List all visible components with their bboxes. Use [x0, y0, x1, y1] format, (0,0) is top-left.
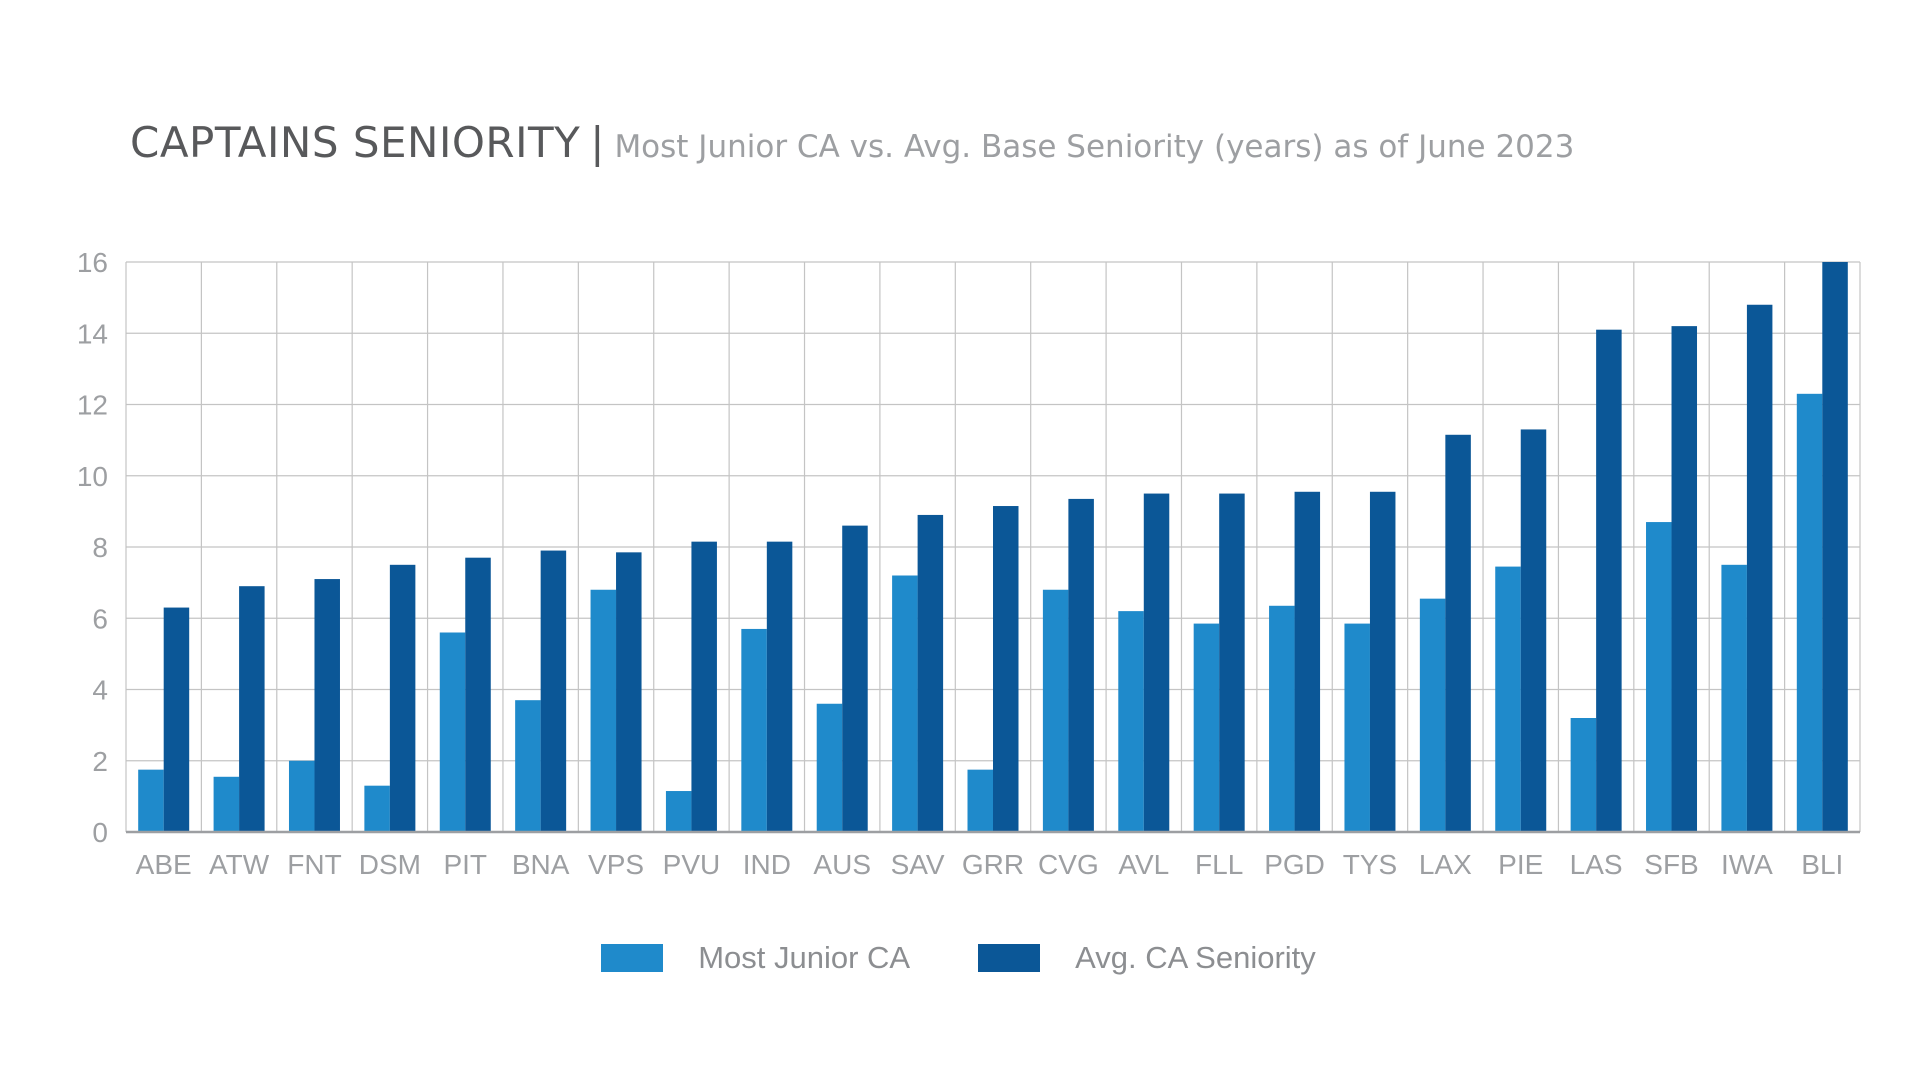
bar-avg-seniority-ind — [766, 541, 793, 832]
title-separator: | — [590, 118, 605, 167]
bar-most-junior-ind — [741, 628, 767, 832]
y-tick-label: 6 — [92, 603, 108, 634]
x-tick-label: AVL — [1118, 849, 1169, 880]
bar-most-junior-pgd — [1269, 605, 1295, 832]
y-tick-label: 12 — [77, 390, 108, 421]
x-tick-label: BLI — [1801, 849, 1843, 880]
bar-avg-seniority-abe — [163, 607, 190, 832]
bar-avg-seniority-atw — [239, 586, 265, 832]
y-tick-labels: 0 2 4 6 8 10 12 14 16 — [77, 247, 108, 848]
bar-most-junior-lax — [1419, 598, 1446, 832]
legend: Most Junior CA Avg. CA Seniority — [0, 940, 1917, 976]
bar-most-junior-bli — [1796, 393, 1823, 832]
x-tick-label: TYS — [1343, 849, 1397, 880]
bar-avg-seniority-iwa — [1746, 304, 1773, 832]
bar-avg-seniority-lax — [1445, 434, 1471, 832]
x-tick-label: CVG — [1038, 849, 1099, 880]
bar-avg-seniority-pit — [465, 557, 491, 832]
x-tick-label: LAX — [1419, 849, 1472, 880]
bar-most-junior-iwa — [1721, 564, 1747, 832]
bar-avg-seniority-fll — [1219, 493, 1245, 832]
bar-most-junior-atw — [213, 776, 240, 832]
bar-avg-seniority-las — [1596, 329, 1622, 832]
bar-most-junior-aus — [816, 703, 843, 832]
x-tick-label: ABE — [136, 849, 192, 880]
bar-avg-seniority-sav — [917, 514, 944, 832]
bar-most-junior-bna — [515, 700, 541, 832]
x-tick-label: DSM — [359, 849, 421, 880]
bar-most-junior-fnt — [288, 760, 315, 832]
y-tick-label: 16 — [77, 247, 108, 278]
x-tick-label: IWA — [1721, 849, 1773, 880]
bar-most-junior-avl — [1118, 611, 1144, 832]
bar-avg-seniority-fnt — [314, 579, 340, 832]
x-tick-label: ATW — [209, 849, 270, 880]
y-tick-label: 2 — [92, 746, 108, 777]
bar-avg-seniority-aus — [842, 525, 868, 832]
y-tick-label: 4 — [92, 675, 108, 706]
bar-avg-seniority-vps — [616, 552, 642, 832]
legend-swatch-most-junior — [601, 944, 664, 972]
bar-most-junior-sav — [892, 575, 918, 832]
x-tick-label: PIE — [1498, 849, 1543, 880]
bar-most-junior-abe — [138, 769, 164, 832]
bar-avg-seniority-pgd — [1294, 491, 1321, 832]
bar-avg-seniority-pvu — [691, 541, 717, 832]
bar-most-junior-dsm — [364, 785, 390, 832]
y-tick-label: 0 — [92, 817, 108, 848]
bar-avg-seniority-cvg — [1068, 498, 1094, 832]
x-tick-label: LAS — [1570, 849, 1623, 880]
bar-avg-seniority-dsm — [389, 564, 416, 832]
x-tick-label: VPS — [588, 849, 644, 880]
bar-most-junior-pie — [1495, 566, 1521, 832]
x-tick-label: AUS — [813, 849, 871, 880]
bar-avg-seniority-bli — [1822, 262, 1848, 832]
y-tick-label: 10 — [77, 461, 108, 492]
x-tick-label: SAV — [891, 849, 945, 880]
x-tick-labels: ABE ATW FNT DSM PIT BNA VPS PVU IND AUS SAV GRR CVG A… — [136, 849, 1844, 880]
bar-most-junior-grr — [967, 769, 993, 832]
bar-most-junior-sfb — [1646, 522, 1672, 832]
bar-avg-seniority-avl — [1143, 493, 1170, 832]
x-tick-label: FLL — [1195, 849, 1243, 880]
legend-swatch-avg-seniority — [978, 944, 1041, 972]
y-tick-label: 8 — [92, 532, 108, 563]
bar-most-junior-fll — [1193, 623, 1220, 832]
bar-avg-seniority-sfb — [1671, 326, 1698, 832]
bar-most-junior-cvg — [1042, 589, 1069, 832]
x-tick-label: GRR — [962, 849, 1024, 880]
legend-item-most-junior: Most Junior CA — [601, 940, 910, 976]
legend-item-avg-seniority: Avg. CA Seniority — [978, 940, 1316, 976]
bar-avg-seniority-grr — [993, 506, 1019, 832]
y-tick-label: 14 — [77, 318, 108, 349]
x-tick-label: IND — [743, 849, 791, 880]
bar-most-junior-las — [1570, 718, 1597, 832]
bar-most-junior-pit — [439, 632, 466, 832]
bar-most-junior-vps — [590, 589, 617, 832]
legend-label-most-junior: Most Junior CA — [698, 940, 911, 975]
legend-label-avg-seniority: Avg. CA Seniority — [1075, 940, 1316, 975]
bar-avg-seniority-bna — [540, 550, 567, 832]
chart-subtitle: Most Junior CA vs. Avg. Base Seniority (… — [614, 129, 1575, 165]
x-tick-label: SFB — [1644, 849, 1698, 880]
bar-most-junior-pvu — [665, 791, 692, 832]
x-tick-label: PVU — [663, 849, 721, 880]
x-tick-label: PIT — [443, 849, 487, 880]
chart-title-row: CAPTAINS SENIORITY | Most Junior CA vs. Av… — [130, 118, 1574, 167]
bar-avg-seniority-pie — [1520, 429, 1547, 832]
x-tick-label: PGD — [1264, 849, 1325, 880]
x-tick-label: BNA — [512, 849, 570, 880]
bar-avg-seniority-tys — [1369, 491, 1396, 832]
bar-series — [138, 262, 1848, 832]
bar-most-junior-tys — [1344, 623, 1370, 832]
chart-title: CAPTAINS SENIORITY — [130, 118, 581, 167]
x-tick-label: FNT — [287, 849, 341, 880]
